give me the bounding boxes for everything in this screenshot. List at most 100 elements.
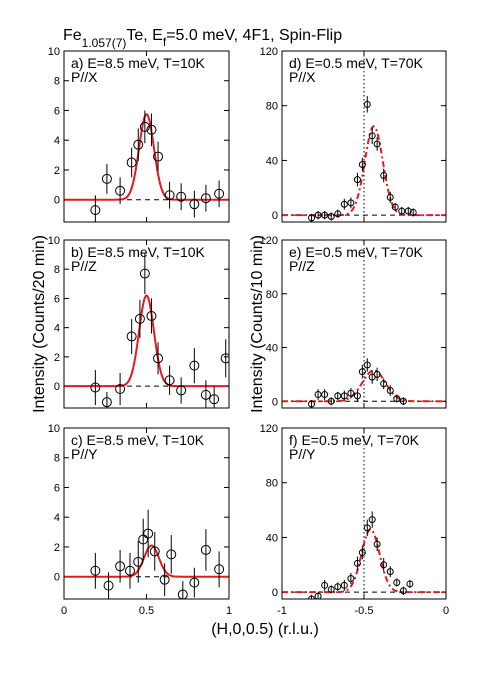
data-point — [368, 132, 376, 140]
data-point — [347, 574, 355, 582]
y-tick-label: 0 — [54, 195, 60, 207]
data-point — [327, 585, 335, 593]
data-point — [321, 581, 329, 589]
panel-label: d) E=0.5 meV, T=70K — [289, 55, 424, 71]
data-point — [353, 176, 361, 184]
y-axis-label-right: Intensity (Counts/10 min) — [249, 235, 266, 413]
data-point — [340, 392, 348, 400]
y-tick-label: 6 — [54, 293, 60, 305]
panel-polarization-label: P//Z — [289, 258, 315, 274]
data-point — [368, 516, 376, 524]
panel-polarization-label: P//Y — [71, 446, 98, 462]
data-point — [177, 589, 188, 599]
data-point — [153, 353, 164, 364]
x-tick-label: -0.5 — [355, 605, 374, 617]
data-point — [373, 540, 381, 548]
y-tick-label: 120 — [260, 235, 278, 247]
data-point — [126, 157, 137, 168]
gaussian-fit-curve — [64, 544, 229, 578]
data-point — [125, 565, 135, 576]
data-point — [314, 391, 322, 399]
data-point — [159, 574, 170, 585]
y-tick-label: 0 — [272, 396, 278, 408]
panel-polarization-label: P//X — [71, 69, 98, 85]
y-tick-label: 40 — [266, 155, 278, 167]
data-point — [189, 360, 200, 371]
data-point — [386, 193, 394, 201]
y-tick-label: 80 — [266, 478, 278, 490]
data-point — [176, 385, 187, 396]
data-point — [308, 400, 316, 408]
y-tick-label: 0 — [54, 572, 60, 584]
x-tick-label: 0 — [61, 605, 67, 617]
data-point — [314, 592, 322, 599]
panel-polarization-label: P//X — [289, 69, 316, 85]
data-point — [115, 384, 126, 395]
data-point — [404, 207, 412, 215]
data-point — [308, 595, 316, 599]
data-point — [139, 121, 150, 132]
panel-polarization-label: P//Z — [71, 258, 97, 274]
data-point — [380, 561, 388, 569]
data-point — [373, 140, 381, 148]
data-point — [353, 559, 361, 567]
data-point — [209, 394, 220, 405]
data-point — [189, 577, 200, 588]
y-tick-label: 0 — [54, 381, 60, 393]
y-tick-label: 2 — [54, 352, 60, 364]
y-tick-label: 120 — [260, 423, 278, 435]
panel-a-data — [64, 110, 229, 222]
data-point — [220, 353, 229, 364]
data-point — [358, 548, 366, 556]
data-point — [321, 391, 329, 399]
gaussian-fit-curve — [282, 528, 446, 594]
data-point — [363, 524, 371, 532]
data-point — [101, 173, 112, 184]
data-point — [406, 580, 414, 588]
panel-frame — [281, 50, 447, 223]
data-point — [115, 561, 126, 572]
title-part-rest: =5.0 meV, 4F1, Spin-Flip — [166, 27, 342, 44]
panel-frame — [281, 427, 447, 600]
data-point — [133, 556, 144, 567]
data-point — [308, 214, 316, 222]
data-point — [200, 544, 211, 555]
x-tick-label: 0.5 — [139, 605, 154, 617]
panel-frame — [63, 427, 230, 600]
y-tick-label: 8 — [54, 453, 60, 465]
panel-polarization-label: P//Y — [289, 446, 316, 462]
data-point — [90, 565, 101, 576]
panel-label: c) E=8.5 meV, T=10K — [71, 432, 205, 448]
data-point — [166, 549, 177, 560]
data-point — [393, 579, 401, 587]
data-point — [200, 389, 211, 400]
panel-label: a) E=8.5 meV, T=10K — [71, 55, 206, 71]
data-point — [214, 188, 225, 199]
data-point — [409, 208, 417, 216]
panel-d-data — [282, 96, 446, 222]
y-tick-label: 40 — [266, 343, 278, 355]
x-tick-label: 1 — [226, 605, 232, 617]
data-point — [189, 199, 200, 210]
data-point — [143, 528, 154, 539]
y-tick-label: 0 — [272, 210, 278, 222]
data-point — [115, 185, 126, 196]
data-point — [353, 392, 361, 400]
data-point — [340, 581, 348, 589]
panel-label: e) E=0.5 meV, T=70K — [289, 244, 424, 260]
data-point — [373, 370, 381, 378]
data-point — [149, 546, 160, 557]
x-axis-label: (H,0,0.5) (r.l.u.) — [211, 621, 319, 638]
y-tick-label: 8 — [54, 264, 60, 276]
y-tick-label: 10 — [48, 423, 60, 435]
title-subscript-stoich: 1.057(7) — [82, 36, 127, 50]
data-point — [153, 151, 164, 162]
y-axis-label-left: Intensity (Counts/20 min) — [31, 235, 48, 413]
title-part-fe: Fe — [63, 27, 82, 44]
data-point — [133, 139, 144, 150]
